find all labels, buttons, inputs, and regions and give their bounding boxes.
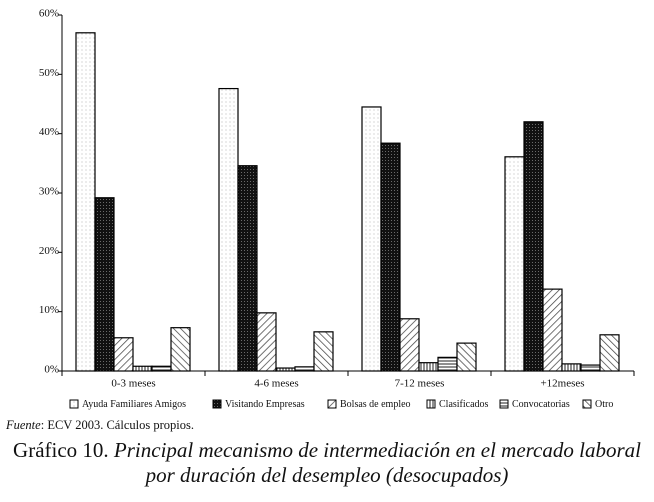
bar [275,367,296,372]
source-text: : ECV 2003. Cálculos propios. [41,418,194,432]
bar [437,356,458,372]
legend-label: Visitando Empresas [225,399,305,410]
legend-swatch [499,399,509,409]
y-tick-label: 30% [39,186,59,198]
x-tick-label: +12meses [540,378,584,390]
bar [561,363,582,372]
bar [237,165,258,372]
bar [170,327,191,372]
bar [294,366,315,372]
legend-swatch [327,399,337,409]
bar [75,32,96,372]
bar [418,362,439,372]
bar [580,364,601,372]
caption-title: por duración del desempleo (desocupados) [144,463,509,487]
y-tick-label: 40% [39,126,59,138]
legend-label: Clasificados [439,399,489,410]
legend-label: Ayuda Familiares Amigos [82,399,186,410]
bar [313,331,334,372]
caption: Gráfico 10. Principal mecanismo de inter… [13,438,641,462]
y-tick-label: 60% [39,8,59,20]
legend-label: Otro [595,399,613,410]
bar [542,288,563,372]
legend-swatch [426,399,436,409]
bar [456,342,477,372]
y-tick-label: 0% [44,364,59,376]
bar [523,121,544,372]
legend-swatch [212,399,222,409]
legend-swatch [582,399,592,409]
bar [504,156,525,372]
y-tick-label: 10% [39,304,59,316]
bar [399,318,420,372]
y-tick-label: 50% [39,67,59,79]
x-tick-label: 0-3 meses [111,378,155,390]
bar [380,142,401,372]
legend-swatch [69,399,79,409]
source-label: Fuente [5,418,41,432]
x-tick-label: 7-12 meses [395,378,445,390]
y-tick-label: 20% [39,245,59,257]
bar [599,334,620,372]
bar [113,337,134,372]
source: Fuente: ECV 2003. Cálculos propios. [5,418,194,432]
legend-label: Bolsas de empleo [340,399,411,410]
bar [361,106,382,372]
bar [218,87,239,372]
bar [94,197,115,372]
x-tick-label: 4-6 meses [254,378,298,390]
bar [132,365,153,372]
bar [151,365,172,372]
bar [256,312,277,372]
legend-label: Convocatorias [512,399,570,410]
caption-title: Principal mecanismo de intermediación en… [113,438,641,462]
caption-label: Gráfico 10. [13,438,109,462]
